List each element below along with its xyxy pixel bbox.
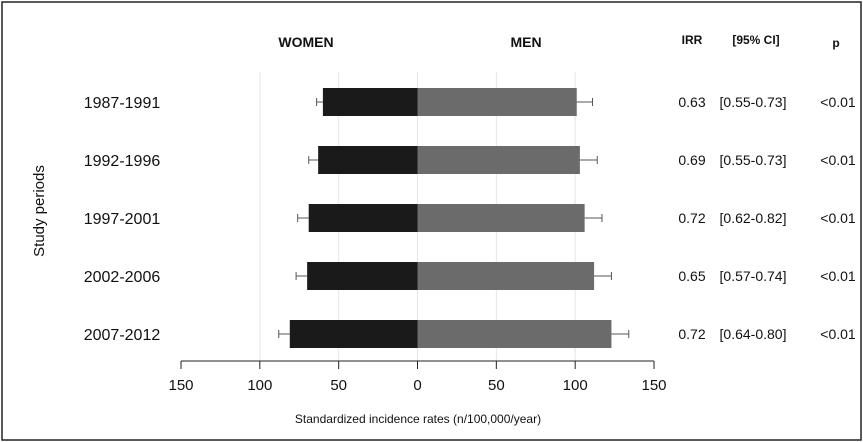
- p-value-3: <0.01: [820, 268, 856, 284]
- bar-women-2: [308, 204, 418, 232]
- x-tick-label-4: 50: [488, 377, 505, 394]
- series-header-men: MEN: [510, 34, 541, 50]
- x-axis: 150 100 50 0 50 100 150: [168, 360, 667, 394]
- table-header-ci: [95% CI]: [732, 33, 779, 47]
- ci-value-4: [0.64-0.80]: [720, 326, 787, 342]
- x-tick-label-1: 100: [247, 377, 272, 394]
- bar-men-0: [417, 88, 577, 116]
- irr-value-1: 0.69: [678, 152, 705, 168]
- bar-men-1: [417, 146, 580, 174]
- x-axis-title: Standardized incidence rates (n/100,000/…: [295, 412, 541, 426]
- x-tick-label-5: 100: [563, 377, 588, 394]
- p-value-0: <0.01: [820, 94, 856, 110]
- x-tick-label-6: 150: [641, 377, 666, 394]
- bar-women-1: [318, 146, 418, 174]
- irr-value-4: 0.72: [678, 326, 705, 342]
- x-tick-label-2: 50: [330, 377, 347, 394]
- category-label-1: 1992-1996: [84, 153, 161, 170]
- p-value-4: <0.01: [820, 326, 856, 342]
- series-header-women: WOMEN: [278, 34, 333, 50]
- category-label-0: 1987-1991: [84, 95, 161, 112]
- p-value-2: <0.01: [820, 210, 856, 226]
- y-axis-title: Study periods: [31, 165, 48, 257]
- bar-women-4: [289, 320, 418, 348]
- x-tick-label-3: 0: [413, 377, 421, 394]
- irr-table: 0.63 [0.55-0.73] <0.01 0.69 [0.55-0.73] <0.01…: [678, 94, 856, 342]
- p-value-1: <0.01: [820, 152, 856, 168]
- irr-value-3: 0.65: [678, 268, 705, 284]
- bar-men-4: [417, 320, 612, 348]
- irr-value-0: 0.63: [678, 94, 705, 110]
- ci-value-3: [0.57-0.74]: [720, 268, 787, 284]
- bar-women-0: [322, 88, 418, 116]
- irr-value-2: 0.72: [678, 210, 705, 226]
- table-header-irr: IRR: [682, 33, 703, 47]
- bars: [278, 88, 630, 348]
- category-label-3: 2002-2006: [84, 269, 161, 286]
- ci-value-0: [0.55-0.73]: [720, 94, 787, 110]
- ci-value-2: [0.62-0.82]: [720, 210, 787, 226]
- bar-men-2: [417, 204, 585, 232]
- category-labels: 1987-1991 1992-1996 1997-2001 2002-2006 2007…: [84, 95, 161, 344]
- x-tick-label-0: 150: [168, 377, 193, 394]
- table-header-p: p: [832, 36, 839, 50]
- bar-women-3: [307, 262, 418, 290]
- category-label-2: 1997-2001: [84, 211, 161, 228]
- ci-value-1: [0.55-0.73]: [720, 152, 787, 168]
- category-label-4: 2007-2012: [84, 327, 161, 344]
- bar-men-3: [417, 262, 595, 290]
